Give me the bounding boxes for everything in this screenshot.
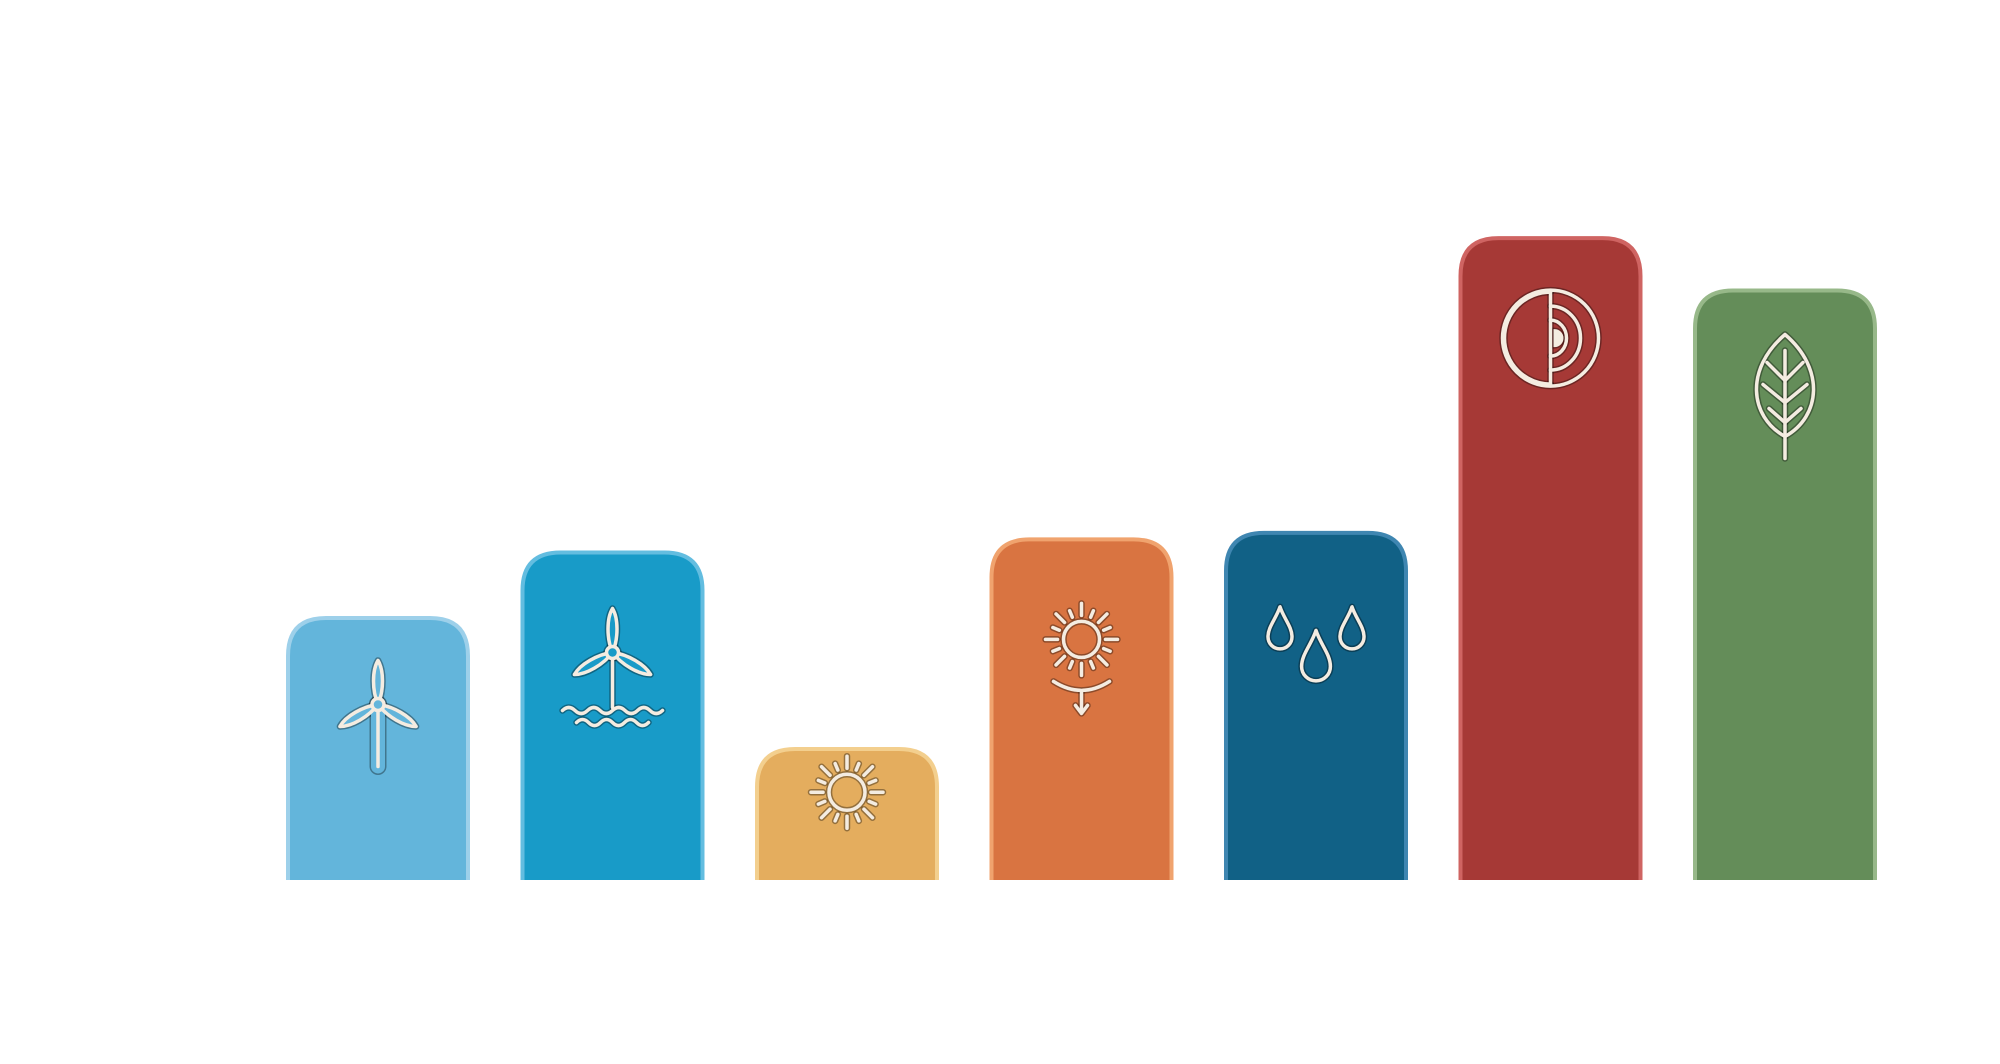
bar-group — [755, 747, 939, 880]
bar-group — [520, 550, 705, 880]
bar-group — [1458, 236, 1643, 881]
bar-group — [1224, 530, 1408, 880]
hydropower-water-drops-icon — [1264, 603, 1368, 685]
bioenergy-leaf-icon — [1753, 331, 1817, 462]
bar-outline — [1458, 236, 1643, 880]
onshore-wind-turbine-icon — [336, 657, 420, 775]
offshore-wind-turbine-icon — [559, 605, 666, 729]
bar-outline — [989, 537, 1174, 880]
bar-outline — [520, 550, 705, 880]
bar — [1460, 238, 1641, 881]
bar-outline — [755, 747, 939, 880]
bar-outline — [1224, 530, 1408, 880]
bar-group — [286, 616, 470, 880]
bar — [1226, 532, 1406, 880]
concentrated-solar-icon — [1042, 600, 1121, 717]
bar-outline — [1693, 288, 1877, 880]
bar-outline — [286, 616, 470, 880]
bar — [522, 552, 703, 880]
bar — [1695, 290, 1875, 880]
solar-sun-icon — [807, 752, 887, 832]
geothermal-earth-core-icon — [1499, 286, 1602, 390]
bar-group — [1693, 288, 1877, 880]
bar-group — [989, 537, 1174, 880]
